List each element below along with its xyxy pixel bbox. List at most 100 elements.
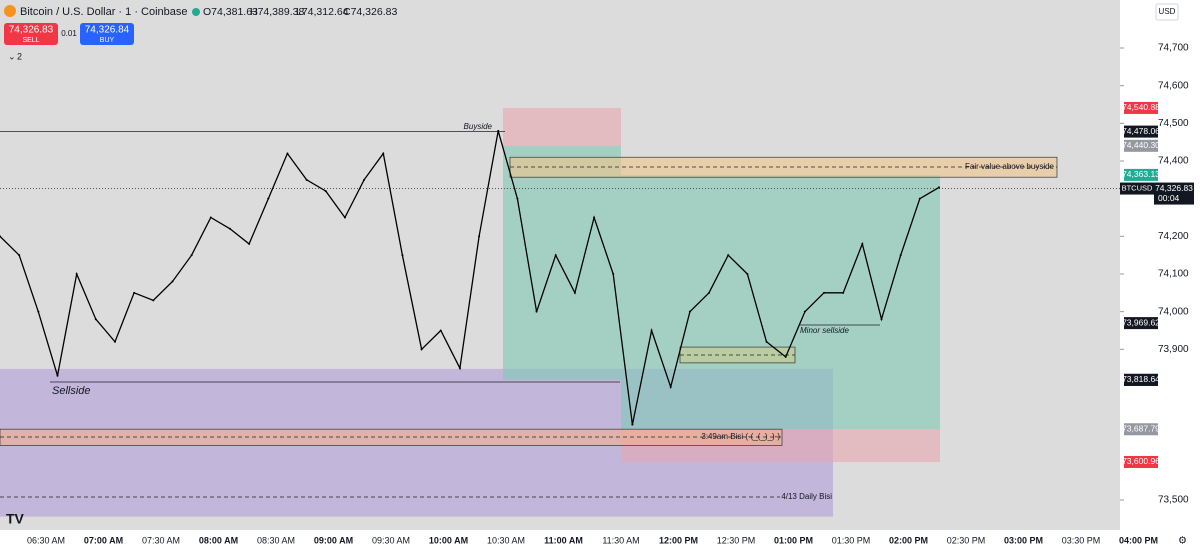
price-point [0, 235, 1, 238]
price-point [765, 340, 768, 343]
ohlc-high: H74,389.38 [250, 6, 304, 18]
price-point [324, 190, 327, 193]
price-point [190, 254, 193, 257]
price-point [688, 310, 691, 313]
y-tick-label: 74,700 [1158, 43, 1189, 54]
price-point [842, 291, 845, 294]
annotation: Buyside [464, 122, 493, 131]
collapse-arrow[interactable]: ⌄ [8, 51, 16, 61]
annotation: Sellside [52, 385, 91, 397]
sell-label: SELL [22, 37, 39, 44]
price-point [209, 216, 212, 219]
price-point [133, 291, 136, 294]
price-point [899, 254, 902, 257]
price-point [823, 291, 826, 294]
x-tick-label: 01:30 PM [832, 535, 871, 545]
annotation: 3:49am Bisi (-(_(_)_)-) [701, 432, 780, 441]
ohlc-low: L74,312.64 [296, 6, 349, 18]
price-point [228, 227, 231, 230]
status-dot [192, 8, 200, 16]
price-point [746, 273, 749, 275]
price-point [708, 291, 711, 294]
price-point [669, 386, 672, 388]
price-point [650, 329, 653, 332]
price-point [363, 178, 366, 181]
x-tick-label: 02:00 PM [889, 535, 928, 545]
last-price: 74,326.83 [1155, 183, 1193, 193]
price-point [478, 235, 481, 238]
price-point [305, 178, 308, 181]
zone [621, 174, 940, 430]
currency: USD [1159, 7, 1176, 16]
price-point [861, 242, 864, 245]
spread: 0.01 [61, 29, 77, 38]
y-tick-label: 74,400 [1158, 156, 1189, 167]
x-tick-label: 07:30 AM [142, 535, 180, 545]
y-tick-label: 73,500 [1158, 495, 1189, 506]
indicator-count[interactable]: 2 [17, 51, 22, 61]
buy-button[interactable] [80, 23, 134, 45]
price-point [286, 152, 289, 155]
coin-icon [4, 5, 16, 17]
price-point [18, 254, 21, 257]
x-tick-label: 12:30 PM [717, 535, 756, 545]
x-tick-label: 09:30 AM [372, 535, 410, 545]
annotation: Minor sellside [800, 326, 849, 335]
price-tag-label: 73,818.64 [1122, 374, 1160, 384]
price-point [497, 129, 500, 132]
zone [503, 145, 621, 380]
y-tick-label: 74,600 [1158, 80, 1189, 91]
ohlc-open: O74,381.63 [203, 6, 258, 18]
zone [503, 107, 621, 146]
price-point [171, 280, 174, 283]
price-point [593, 216, 596, 219]
last-ticker-bg [1120, 182, 1154, 195]
price-point [554, 254, 557, 257]
price-point [343, 216, 346, 219]
price-point [918, 197, 921, 200]
symbol: Bitcoin / U.S. Dollar · 1 · Coinbase [20, 6, 188, 18]
price-point [612, 273, 615, 275]
currency-button[interactable] [1155, 3, 1179, 21]
price-point [631, 423, 634, 426]
price-point [37, 310, 40, 313]
price-point [458, 367, 461, 370]
x-tick-label: 03:00 PM [1004, 535, 1043, 545]
annotation: Fair value above buyside [965, 162, 1054, 171]
price-tag [1124, 125, 1158, 138]
price-point [938, 186, 940, 189]
x-tick-label: 11:30 AM [602, 535, 639, 545]
sell-button[interactable] [4, 23, 58, 45]
price-tag [1124, 317, 1158, 330]
settings-icon[interactable]: ⚙ [1178, 536, 1187, 547]
x-tick-label: 09:00 AM [314, 535, 353, 545]
price-point [382, 152, 385, 155]
price-tag-label: 73,687.79 [1122, 424, 1160, 434]
price-point [267, 197, 270, 200]
price-tag-label: 74,363.13 [1122, 169, 1160, 179]
lines [0, 129, 1120, 498]
price-tag [1124, 139, 1158, 152]
price-point [439, 329, 442, 332]
price-line [0, 130, 940, 425]
price-point [803, 310, 806, 313]
price-point [113, 340, 116, 343]
x-tick-label: 11:00 AM [544, 535, 583, 545]
x-tick-label: 02:30 PM [947, 535, 986, 545]
last-price-tag [1154, 182, 1194, 205]
price-tag-label: 73,600.96 [1122, 456, 1160, 466]
x-tick-label: 10:00 AM [429, 535, 468, 545]
y-tick-label: 74,500 [1158, 118, 1189, 129]
tv-logo: TV [6, 511, 25, 527]
price-point [784, 355, 787, 358]
x-tick-label: 08:30 AM [257, 535, 295, 545]
price-point [56, 374, 59, 377]
price-tag [1124, 168, 1158, 181]
price-point [248, 242, 251, 245]
price-tag [1124, 455, 1158, 468]
x-tick-label: 07:00 AM [84, 535, 123, 545]
sell-price: 74,326.83 [9, 25, 54, 36]
y-tick-label: 74,200 [1158, 231, 1189, 242]
y-tick-label: 74,000 [1158, 306, 1189, 317]
x-tick-label: 08:00 AM [199, 535, 238, 545]
